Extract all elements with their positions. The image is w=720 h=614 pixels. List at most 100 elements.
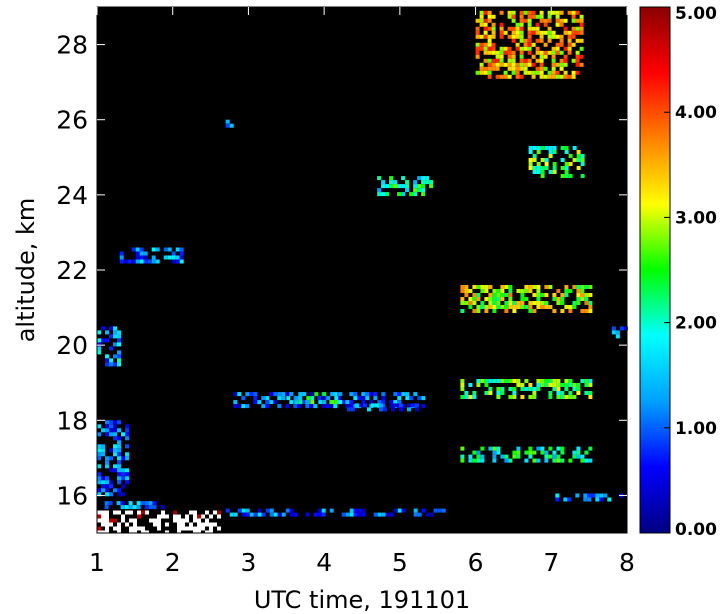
data-cell: [301, 400, 306, 405]
data-cell: [393, 180, 398, 185]
data-cell: [484, 305, 489, 309]
data-cell: [487, 42, 492, 47]
data-cell: [109, 358, 113, 363]
data-cell: [499, 46, 504, 51]
data-cell: [97, 346, 101, 351]
data-cell: [108, 501, 113, 506]
data-cell: [193, 518, 197, 523]
data-cell: [512, 305, 517, 309]
data-cell: [568, 174, 573, 178]
data-cell: [552, 150, 557, 154]
data-cell: [177, 518, 181, 523]
data-cell: [345, 512, 350, 517]
data-cell: [507, 62, 512, 67]
data-cell: [460, 383, 465, 387]
data-cell: [520, 383, 525, 387]
data-cell: [390, 407, 395, 412]
data-cell: [512, 391, 517, 395]
data-cell: [377, 512, 382, 517]
data-cell: [528, 150, 533, 154]
data-cell: [504, 301, 509, 305]
data-cell: [523, 58, 528, 63]
data-cell: [97, 510, 101, 515]
data-cell: [576, 383, 581, 387]
data-cell: [101, 428, 105, 433]
data-cell: [369, 400, 374, 405]
data-cell: [548, 379, 553, 383]
data-cell: [421, 180, 426, 185]
data-cell: [389, 176, 394, 181]
y-axis-title: altitude, km: [12, 198, 40, 343]
data-cell: [117, 526, 121, 531]
data-cell: [109, 492, 113, 497]
feature-5: [119, 247, 184, 264]
data-cell: [173, 510, 177, 515]
data-cell: [353, 396, 358, 401]
data-cell: [377, 188, 382, 193]
data-cell: [213, 510, 217, 515]
data-cell: [105, 420, 109, 425]
data-cell: [623, 326, 628, 331]
data-cell: [496, 387, 501, 391]
data-cell: [97, 452, 101, 457]
data-cell: [381, 192, 386, 197]
data-cell: [124, 505, 129, 510]
data-cell: [381, 396, 386, 401]
data-cell: [125, 424, 129, 429]
feature-9: [460, 379, 593, 399]
data-cell: [619, 326, 624, 331]
data-cell: [197, 514, 201, 519]
data-cell: [298, 396, 303, 401]
data-cell: [381, 400, 386, 405]
data-cell: [575, 38, 580, 43]
data-cell: [369, 392, 374, 397]
data-cell: [495, 58, 500, 63]
feature-14: [528, 146, 585, 178]
data-cell: [560, 309, 565, 313]
data-cell: [479, 66, 484, 71]
data-cell: [491, 46, 496, 51]
data-cell: [548, 170, 553, 174]
data-cell: [559, 10, 564, 15]
data-cell: [564, 170, 569, 174]
data-cell: [417, 396, 422, 401]
data-cell: [523, 38, 528, 43]
data-cell: [496, 301, 501, 305]
data-cell: [394, 403, 399, 408]
data-cell: [346, 407, 351, 412]
data-cell: [551, 70, 556, 75]
data-cell: [511, 70, 516, 75]
data-cell: [460, 289, 465, 293]
data-cell: [563, 74, 568, 79]
data-cell: [539, 62, 544, 67]
data-cell: [532, 395, 537, 399]
data-cell: [97, 476, 101, 481]
data-cell: [317, 508, 322, 513]
data-cell: [155, 247, 160, 252]
data-cell: [104, 505, 109, 510]
data-cell: [524, 285, 529, 289]
data-cell: [539, 34, 544, 39]
data-cell: [406, 407, 411, 412]
data-cell: [507, 50, 512, 55]
data-cell: [567, 497, 572, 502]
data-cell: [181, 518, 185, 523]
data-cell: [544, 450, 549, 455]
data-cell: [540, 446, 545, 451]
data-cell: [305, 512, 310, 517]
data-cell: [97, 338, 101, 343]
data-cell: [325, 404, 330, 409]
data-cell: [479, 34, 484, 39]
data-cell: [245, 392, 250, 397]
data-cell: [193, 510, 197, 515]
data-cell: [104, 501, 109, 506]
data-cell: [421, 404, 426, 409]
data-cell: [421, 396, 426, 401]
data-cell: [588, 395, 593, 399]
data-cell: [253, 392, 258, 397]
data-cell: [568, 305, 573, 309]
data-cell: [113, 354, 117, 359]
data-cell: [417, 184, 422, 189]
data-cell: [105, 522, 109, 527]
data-cell: [309, 404, 314, 409]
